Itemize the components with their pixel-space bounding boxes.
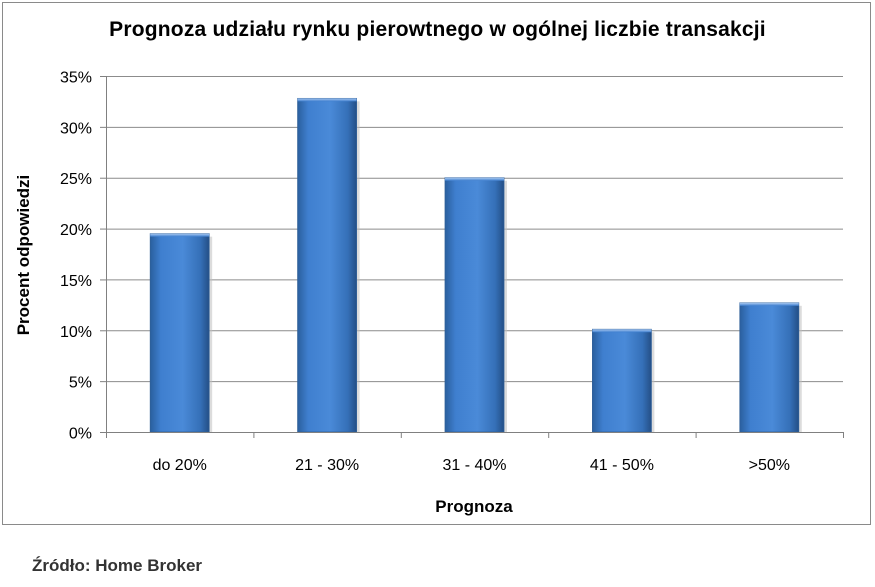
bar-top-highlight [445, 177, 504, 181]
y-tick-label: 20% [60, 222, 92, 239]
bar [739, 302, 800, 433]
x-axis-label: Prognoza [435, 497, 513, 516]
x-tick-label: >50% [749, 457, 790, 474]
bar [444, 177, 505, 433]
y-tick-label: 30% [60, 120, 92, 137]
bar-top-highlight [592, 329, 652, 333]
bars [149, 97, 802, 433]
y-tick-label: 25% [60, 171, 92, 188]
y-tick-label: 10% [60, 324, 92, 341]
bar [149, 233, 210, 433]
bar-top-highlight [150, 233, 210, 237]
x-tick-label: do 20% [153, 457, 207, 474]
x-tick-label: 21 - 30% [295, 457, 359, 474]
bar-top-highlight [297, 98, 357, 102]
x-tick-label: 31 - 40% [442, 457, 506, 474]
bar [592, 328, 652, 433]
y-tick-label: 5% [69, 375, 92, 392]
source-note: Źródło: Home Broker [32, 556, 203, 575]
chart-title: Prognoza udziału rynku pierowtnego w ogó… [109, 18, 766, 41]
y-tick-label: 0% [69, 426, 92, 443]
bar-chart: 0% 5% 10% 15% 20% 25% 30% 35% do 20% 21 - 30% 31 … [14, 70, 844, 516]
chart-frame [2, 2, 871, 525]
x-tick-label: 41 - 50% [590, 457, 654, 474]
y-tick-label: 35% [60, 70, 92, 87]
x-axis-ticks: do 20% 21 - 30% 31 - 40% 41 - 50% >50% [106, 432, 844, 474]
bar-top-highlight [739, 302, 799, 306]
bar [297, 97, 357, 433]
y-tick-label: 15% [60, 273, 92, 290]
y-axis-ticks: 0% 5% 10% 15% 20% 25% 30% 35% [60, 70, 106, 443]
y-axis-label: Procent odpowiedzi [14, 175, 33, 336]
